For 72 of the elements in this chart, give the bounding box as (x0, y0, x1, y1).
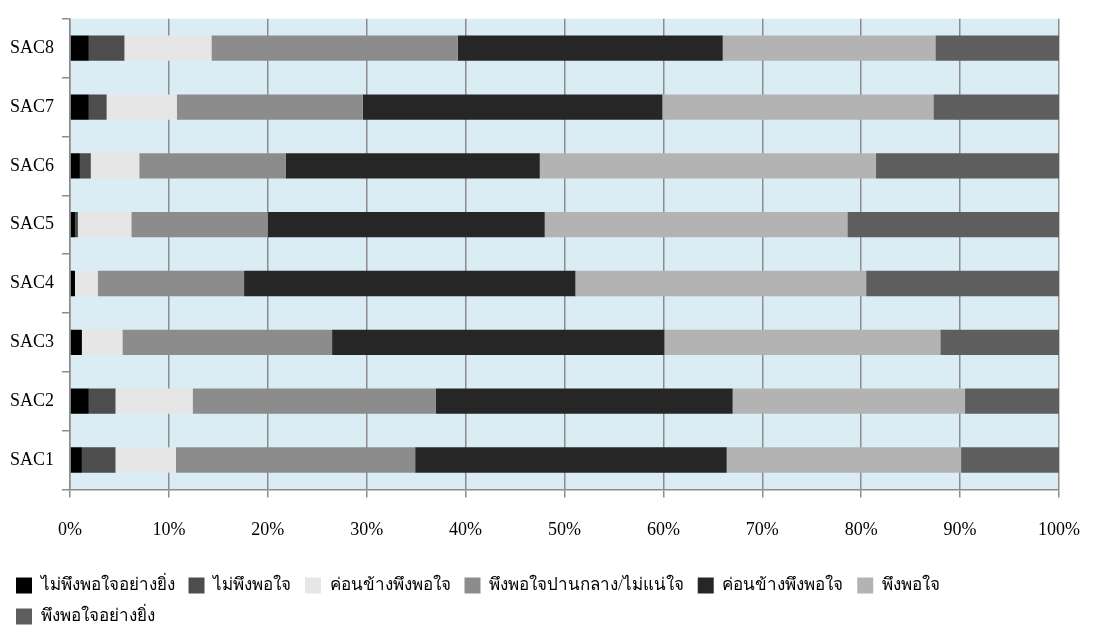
bar (415, 447, 727, 473)
bar (74, 212, 78, 238)
x-tick-label: 80% (844, 518, 878, 539)
bar (726, 447, 962, 473)
y-tick-label: SAC6 (10, 154, 55, 175)
bar (81, 447, 116, 473)
x-tick-label: 70% (745, 518, 779, 539)
bar (88, 94, 107, 120)
bar (90, 153, 140, 179)
bar (88, 388, 116, 414)
bar (662, 94, 934, 120)
bar (70, 447, 82, 473)
legend-label: ไม่พึงพอใจ (211, 573, 291, 594)
x-tick-label: 60% (646, 518, 680, 539)
bar (935, 35, 1059, 61)
y-tick-label: SAC1 (10, 448, 55, 469)
bar (81, 329, 123, 355)
y-tick-label: SAC4 (10, 272, 55, 293)
x-tick-label: 20% (251, 518, 285, 539)
x-tick-label: 100% (1038, 518, 1080, 539)
bar (732, 388, 966, 414)
x-tick-label: 90% (943, 518, 977, 539)
bar (664, 329, 941, 355)
x-tick-label: 40% (449, 518, 483, 539)
bar (115, 447, 176, 473)
bar (961, 447, 1059, 473)
bar (88, 35, 125, 61)
y-tick-label: SAC8 (10, 36, 55, 57)
legend-label: พึงพอใจปานกลาง/ไม่แน่ใจ (489, 573, 684, 594)
bar (70, 35, 89, 61)
bar (435, 388, 733, 414)
bar (539, 153, 877, 179)
bar (847, 212, 1059, 238)
y-tick-label: SAC7 (10, 95, 55, 116)
bar (70, 329, 82, 355)
bar (933, 94, 1059, 120)
bar (362, 94, 663, 120)
legend-label: ไม่พึงพอใจอย่างยิ่ง (38, 571, 175, 594)
bar (722, 35, 936, 61)
bar (74, 270, 98, 297)
y-tick-label: SAC5 (10, 213, 55, 234)
y-tick-label: SAC3 (10, 331, 55, 352)
bar (70, 212, 75, 238)
bar (575, 270, 867, 297)
bar (70, 388, 89, 414)
bar (285, 153, 540, 179)
bar (70, 270, 75, 297)
bar (267, 212, 545, 238)
bar (106, 94, 177, 120)
bar (332, 329, 665, 355)
bar (70, 153, 80, 179)
legend-label: ค่อนข้างพึงพอใจ (329, 573, 451, 594)
bar (866, 270, 1059, 297)
bar (79, 153, 91, 179)
bar (940, 329, 1059, 355)
x-tick-label: 50% (548, 518, 582, 539)
bar (876, 153, 1059, 179)
x-tick-label: 30% (350, 518, 384, 539)
bar (244, 270, 576, 297)
y-tick-label: SAC2 (10, 389, 55, 410)
x-tick-label: 10% (152, 518, 186, 539)
bar (457, 35, 723, 61)
legend-label: ค่อนข้างพึงพอใจ (722, 573, 844, 594)
bar (124, 35, 212, 61)
bar (70, 94, 89, 120)
bar (115, 388, 193, 414)
legend-label: พึงพอใจ (881, 573, 940, 594)
bar (77, 212, 132, 238)
bar (965, 388, 1059, 414)
x-tick-label: 0% (58, 518, 83, 539)
legend-label: พึงพอใจอย่างยิ่ง (40, 602, 155, 625)
bar (544, 212, 848, 238)
